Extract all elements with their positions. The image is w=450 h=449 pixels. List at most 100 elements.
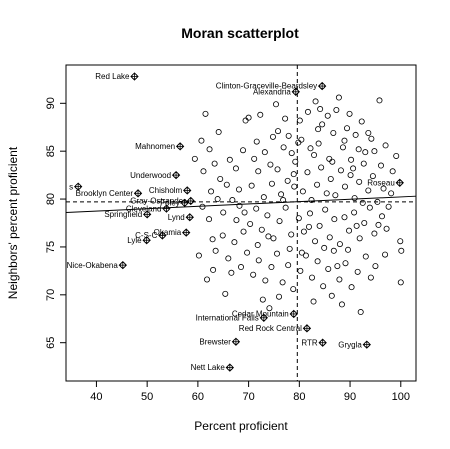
data-point: [348, 156, 355, 163]
data-point: [354, 268, 361, 275]
data-point: [280, 144, 287, 151]
data-point: [361, 219, 368, 226]
data-point: [341, 183, 348, 190]
data-point: [315, 126, 322, 133]
data-point: [397, 238, 404, 245]
data-point: [310, 298, 317, 305]
plot-area-frame: [65, 64, 417, 382]
influential-point-label: s: [69, 182, 73, 191]
data-point: [258, 226, 265, 233]
x-axis-label: Percent proficient: [194, 419, 288, 433]
data-point: [253, 205, 260, 212]
data-point: [261, 149, 268, 156]
x-tick-label: 100: [392, 391, 410, 403]
data-point: [382, 142, 389, 149]
data-point: [372, 263, 379, 270]
data-point: [206, 216, 213, 223]
data-point: [323, 190, 330, 197]
influential-point: Grygla: [338, 340, 371, 349]
influential-point: Underwood: [130, 171, 181, 180]
influential-point-label: Gray-Ostrander: [130, 197, 186, 206]
data-point: [393, 152, 400, 159]
data-point: [327, 175, 334, 182]
x-tick-label: 80: [293, 391, 305, 403]
data-point: [251, 155, 258, 162]
data-point: [314, 181, 321, 188]
x-tick-label: 70: [242, 391, 254, 403]
influential-point-label: Brooklyn Center: [76, 189, 134, 198]
data-point: [245, 114, 252, 121]
data-point: [346, 110, 353, 117]
data-point: [291, 183, 298, 190]
data-point: [353, 222, 360, 229]
data-point: [304, 108, 311, 115]
data-point: [330, 129, 337, 136]
influential-point: Cleveland: [126, 204, 171, 213]
regression-line: [65, 195, 417, 213]
data-point: [314, 258, 321, 265]
x-tick-label: 60: [192, 391, 204, 403]
data-point: [316, 222, 323, 229]
data-point: [199, 203, 206, 210]
data-point: [240, 147, 247, 154]
data-point: [198, 137, 205, 144]
data-point: [276, 218, 283, 225]
data-point: [259, 296, 266, 303]
data-point: [217, 175, 224, 182]
data-point: [377, 162, 384, 169]
data-point: [223, 181, 230, 188]
influential-point-label: Springfield: [104, 210, 142, 219]
data-point: [333, 107, 340, 114]
influential-point: Lynd: [168, 213, 194, 222]
data-point: [206, 146, 213, 153]
data-point: [288, 150, 295, 157]
data-point: [304, 169, 311, 176]
data-point: [253, 138, 260, 145]
y-axis: 65 70 75 80 85 90: [45, 97, 66, 349]
data-point: [266, 305, 273, 312]
influential-point-label: Cedar Mountain: [232, 310, 289, 319]
influential-point-label: Red Rock Central: [239, 324, 302, 333]
data-point: [254, 242, 261, 249]
data-point: [200, 168, 207, 175]
data-point: [250, 271, 257, 278]
data-point: [330, 247, 337, 254]
data-point: [331, 216, 338, 223]
data-point: [351, 195, 358, 202]
influential-point: Red Rock Central: [239, 324, 312, 333]
influential-point: Springfield: [104, 210, 152, 219]
data-point: [321, 244, 328, 251]
data-point: [302, 252, 309, 259]
data-point: [274, 166, 281, 173]
data-point: [371, 148, 378, 155]
data-point: [231, 239, 238, 246]
data-point: [195, 252, 202, 259]
data-point: [328, 292, 335, 299]
data-point: [300, 228, 307, 235]
data-point: [268, 264, 275, 271]
data-point: [257, 111, 264, 118]
data-point: [240, 228, 247, 235]
influential-point: Brewster: [199, 337, 241, 346]
data-point: [336, 276, 343, 283]
data-point: [398, 247, 405, 254]
data-point: [326, 234, 333, 241]
data-point: [288, 231, 295, 238]
data-point: [211, 160, 218, 167]
data-point: [341, 137, 348, 144]
data-point: [275, 128, 282, 135]
data-point: [320, 283, 327, 290]
influential-point: International Falls: [196, 313, 268, 322]
x-axis: 40 50 60 70 80 90 100: [90, 381, 410, 403]
data-point: [315, 140, 322, 147]
data-point: [368, 135, 375, 142]
influential-point-label: Lynd: [168, 213, 185, 222]
y-tick-label: 70: [45, 289, 57, 301]
data-point: [312, 238, 319, 245]
data-point: [296, 117, 303, 124]
data-point: [285, 262, 292, 269]
influential-point: Clinton-Graceville-Beardsley: [216, 82, 327, 91]
reference-lines: [65, 65, 417, 381]
data-point: [267, 161, 274, 168]
